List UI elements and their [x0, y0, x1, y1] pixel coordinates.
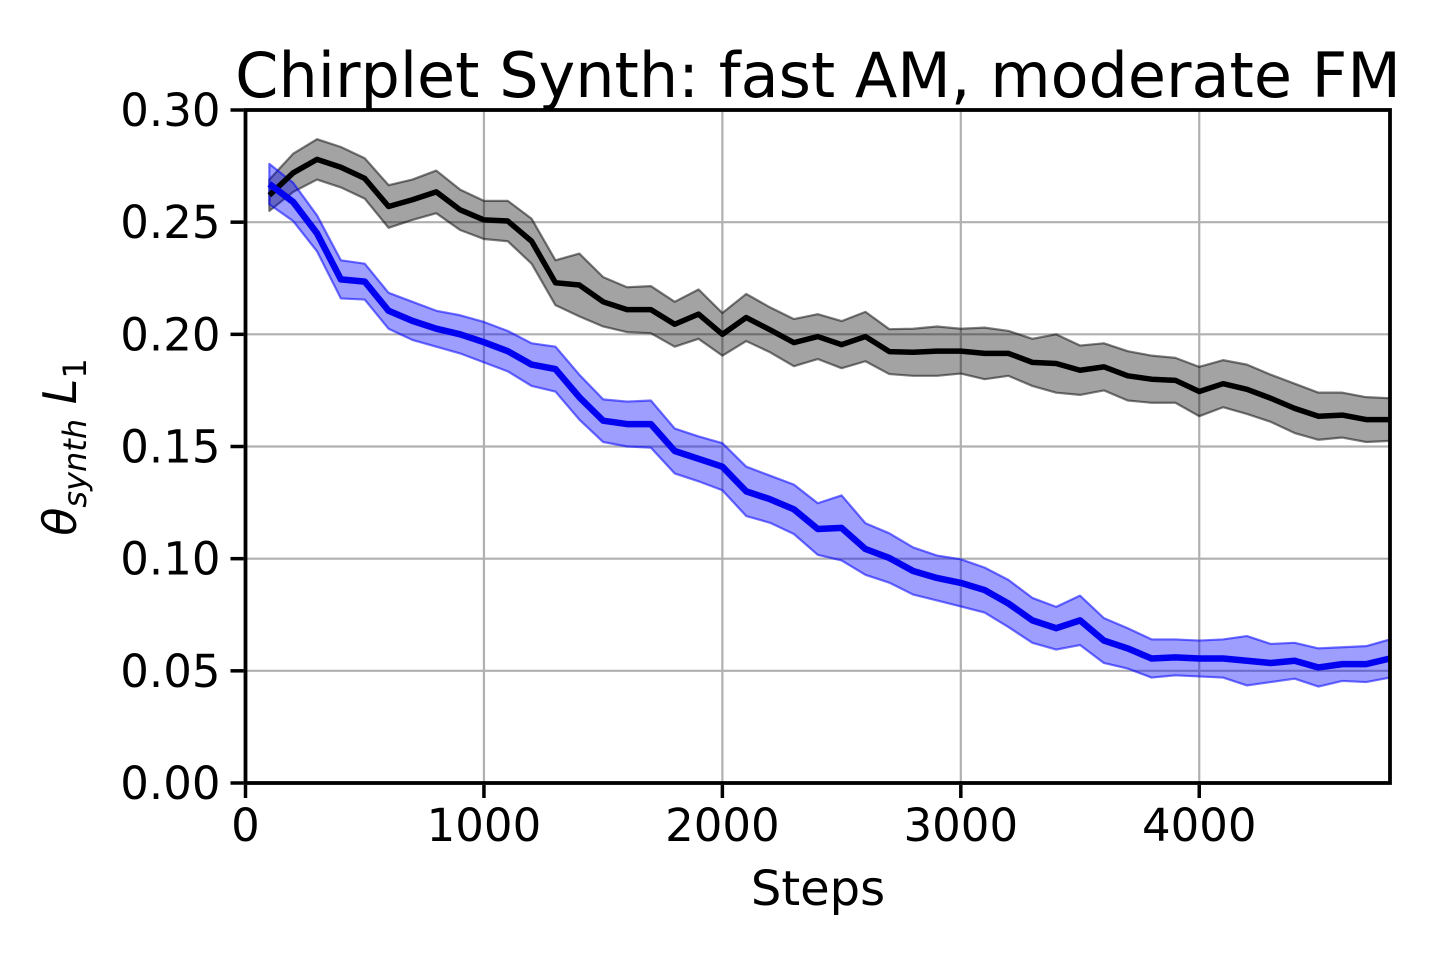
y-axis-label: θsynth L1: [33, 358, 94, 535]
blue-series-band: [268, 162, 1392, 688]
y-tick-label: 0.15: [120, 421, 220, 474]
series-lines: [267, 156, 1391, 671]
y-tick-label: 0.00: [120, 757, 220, 810]
tick-marks: [230, 108, 1201, 798]
x-tick-label: 2000: [665, 799, 780, 852]
y-axis-label-part: synth: [56, 419, 94, 508]
y-axis-label-part: 1: [56, 358, 94, 378]
y-axis-label-part: θ: [33, 508, 87, 536]
x-axis-label: Steps: [751, 861, 885, 917]
chart-title: Chirplet Synth: fast AM, moderate FM: [235, 39, 1401, 112]
black-series-band: [268, 138, 1392, 444]
y-tick-label: 0.20: [120, 308, 220, 361]
y-tick-label: 0.25: [120, 196, 220, 249]
axes-spines: [243, 108, 1392, 785]
x-tick-label: 4000: [1142, 799, 1257, 852]
y-tick-label: 0.10: [120, 533, 220, 586]
y-tick-label: 0.05: [120, 645, 220, 698]
y-axis-label-part: L: [33, 379, 87, 419]
tick-labels: 0 1000 2000 3000 4000 0.00 0.05 0.10 0.15 0.20 0.2…: [120, 84, 1256, 852]
black-series-line: [267, 156, 1390, 423]
y-tick-label: 0.30: [120, 84, 220, 137]
blue-series-line: [267, 181, 1391, 671]
x-tick-label: 3000: [904, 799, 1019, 852]
x-tick-label: 0: [231, 799, 260, 852]
x-tick-label: 1000: [427, 799, 542, 852]
axes-frame: [243, 108, 1392, 785]
